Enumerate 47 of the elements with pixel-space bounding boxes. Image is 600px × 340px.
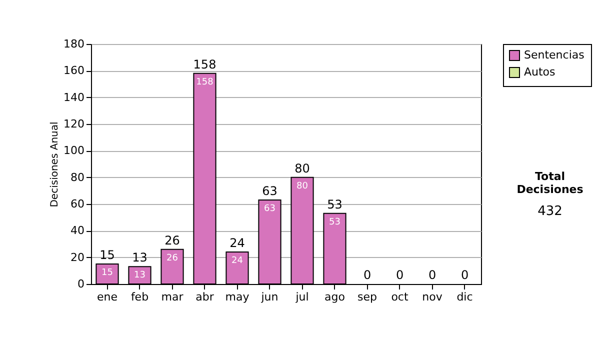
total-label: 0 (396, 268, 404, 282)
legend-label: Autos (524, 66, 556, 78)
y-tick-label: 20 (70, 250, 84, 264)
x-tick-label: mar (161, 290, 184, 304)
total-label: 63 (262, 184, 278, 198)
text: Total Decisiones (516, 170, 584, 196)
y-tick-label: 80 (70, 170, 84, 184)
data-label: 158 (196, 77, 214, 88)
data-label: 63 (264, 204, 276, 214)
x-tick-label: ene (96, 290, 118, 304)
y-tick-label: 60 (70, 198, 84, 210)
data-label: 26 (166, 253, 178, 264)
x-tick-label: jun (260, 290, 278, 304)
x-tick-label: abr (196, 290, 214, 304)
total-label: 0 (428, 268, 436, 282)
x-tick-label: nov (422, 290, 443, 304)
data-label: 53 (329, 217, 340, 228)
y-tick-label: 180 (64, 38, 84, 50)
total-label: 15 (100, 248, 115, 262)
y-tick-label: 100 (64, 144, 84, 158)
total-label: 80 (294, 161, 310, 176)
data-label: 24 (232, 256, 244, 266)
y-tick-label: 120 (64, 118, 84, 130)
data-label: 80 (296, 181, 308, 192)
legend-label: Sentencias (524, 48, 585, 62)
text: 432 (536, 204, 564, 219)
x-tick-label: dic (456, 290, 473, 304)
total-label: 24 (230, 236, 245, 250)
total-label: 26 (164, 233, 180, 248)
y-axis-title: Decisiones Anual (50, 122, 61, 208)
data-label: 15 (102, 268, 113, 278)
total-label: 158 (193, 57, 216, 72)
x-tick-label: sep (358, 290, 378, 304)
total-label: 0 (363, 268, 372, 282)
x-tick-label: jul (294, 290, 309, 304)
y-tick-label: 0 (78, 278, 84, 290)
total-label: 13 (132, 250, 148, 265)
x-tick-label: feb (130, 290, 149, 304)
y-tick-label: 160 (64, 64, 84, 78)
total-label: 0 (460, 268, 469, 282)
total-label: 53 (327, 197, 342, 212)
y-tick-label: 140 (64, 90, 84, 104)
x-tick-label: oct (391, 290, 409, 304)
y-tick-label: 40 (70, 224, 84, 238)
x-tick-label: may (225, 290, 250, 304)
x-tick-label: ago (324, 290, 346, 304)
data-label: 13 (134, 270, 146, 281)
